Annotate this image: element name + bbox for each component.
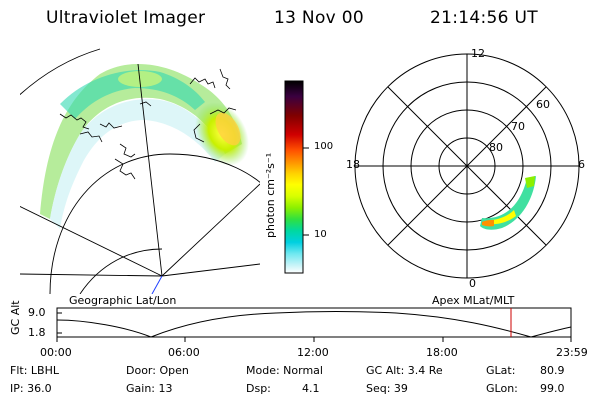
colorbar: [284, 80, 309, 274]
xtick-2359: 23:59: [556, 346, 588, 359]
mlat-70-label: 70: [511, 120, 525, 133]
xtick-0000: 00:00: [40, 346, 72, 359]
glon-value: 99.0: [540, 382, 565, 395]
colorbar-tick-100: 100: [314, 141, 334, 152]
dsp-label: Dsp:: [246, 382, 271, 395]
date-label: 13 Nov 00: [274, 8, 364, 28]
gain-info: Gain: 13: [126, 382, 173, 395]
filter-info: Flt: LBHL: [10, 364, 59, 377]
xtick-1200: 12:00: [297, 346, 329, 359]
xtick-0600: 06:00: [168, 346, 200, 359]
mode-info: Mode: Normal: [246, 364, 323, 377]
time-label: 21:14:56 UT: [430, 8, 538, 28]
mlat-60-label: 60: [536, 98, 550, 111]
xtick-1800: 18:00: [426, 346, 458, 359]
apex-label: Apex MLat/MLT: [432, 294, 515, 307]
colorbar-unit: photon cm⁻²s⁻¹: [264, 152, 277, 238]
gc-alt-info: GC Alt: 3.4 Re: [366, 364, 443, 377]
instrument-title: Ultraviolet Imager: [46, 8, 206, 28]
geographic-label: Geographic Lat/Lon: [69, 294, 177, 307]
glat-label: GLat:: [486, 364, 516, 377]
altitude-ytick-9: 9.0: [28, 306, 46, 319]
glat-value: 80.9: [540, 364, 565, 377]
mlt-12-label: 12: [471, 47, 485, 60]
mlt-0-label: 0: [469, 277, 476, 290]
altitude-ylabel: GC Alt: [9, 300, 22, 335]
mlat-80-label: 80: [489, 141, 503, 154]
door-info: Door: Open: [126, 364, 189, 377]
polar-plot: [354, 53, 580, 279]
altitude-plot: [56, 307, 572, 342]
geographic-image: [20, 48, 260, 294]
glon-label: GLon:: [486, 382, 518, 395]
colorbar-tick-10: 10: [314, 229, 327, 240]
seq-info: Seq: 39: [366, 382, 408, 395]
mlt-18-label: 18: [346, 158, 360, 171]
mlt-6-label: 6: [578, 158, 585, 171]
dsp-value: 4.1: [302, 382, 320, 395]
ip-info: IP: 36.0: [10, 382, 52, 395]
altitude-ytick-1-8: 1.8: [28, 326, 46, 339]
